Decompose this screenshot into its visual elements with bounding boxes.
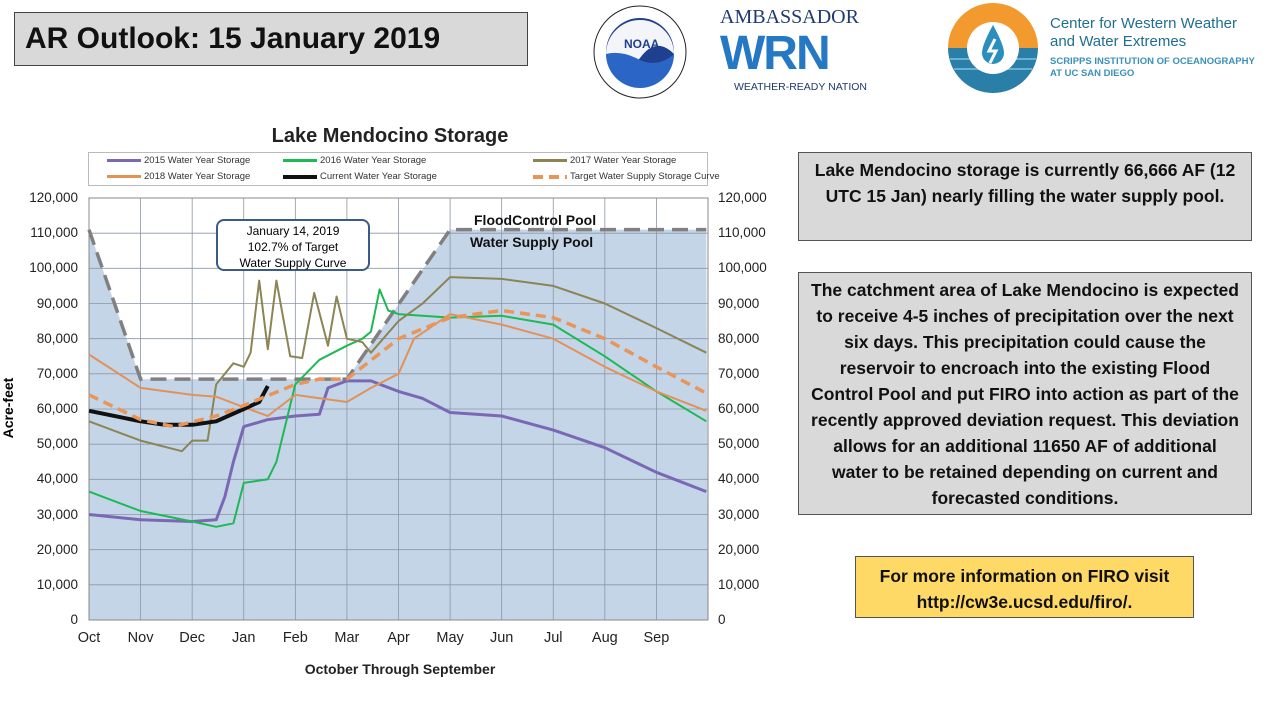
y-tick-label-left: 10,000 bbox=[36, 576, 78, 592]
legend-item: 2018 Water Year Storage bbox=[107, 171, 250, 182]
series-line-target-water-supply-storage-curve bbox=[88, 308, 708, 429]
firo-link[interactable]: http://cw3e.ucsd.edu/firo/. bbox=[916, 592, 1133, 612]
more-info-text: For more information on FIRO visit bbox=[879, 566, 1170, 586]
cw3e-scripps-line1: SCRIPPS INSTITUTION OF OCEANOGRAPHY bbox=[1050, 56, 1255, 67]
x-tick-label: Feb bbox=[282, 630, 308, 646]
x-tick-label: Oct bbox=[77, 630, 101, 646]
x-tick-label: Jun bbox=[489, 630, 514, 646]
noaa-logo: NOAA bbox=[592, 4, 688, 100]
y-tick-label-left: 80,000 bbox=[36, 330, 78, 346]
x-tick-label: Apr bbox=[387, 630, 410, 646]
legend-swatch bbox=[533, 174, 567, 179]
wrn-logo: AMBASSADOR WRN WEATHER-READY NATION bbox=[718, 6, 898, 96]
legend-item: Current Water Year Storage bbox=[283, 171, 437, 182]
water-supply-pool-label: Water Supply Pool bbox=[470, 234, 594, 250]
legend-label: 2018 Water Year Storage bbox=[144, 171, 251, 182]
y-tick-label-right: 80,000 bbox=[718, 330, 760, 346]
plot-frame bbox=[88, 197, 709, 621]
annotation-line2: 102.7% of Target bbox=[247, 240, 339, 254]
y-tick-label-left: 100,000 bbox=[29, 260, 78, 276]
series-line-2017-water-year-storage bbox=[88, 276, 707, 453]
y-tick-label-left: 50,000 bbox=[36, 436, 78, 452]
flood-control-pool-label: FloodControl Pool bbox=[474, 212, 597, 228]
y-tick-label-right: 100,000 bbox=[718, 260, 767, 276]
chart-legend: 2015 Water Year Storage 2016 Water Year S… bbox=[88, 152, 720, 186]
annotation-line1: January 14, 2019 bbox=[246, 224, 340, 238]
legend-item: 2015 Water Year Storage bbox=[107, 155, 250, 166]
slide-title: AR Outlook: 15 January 2019 bbox=[14, 12, 528, 66]
y-tick-label-right: 110,000 bbox=[718, 225, 766, 241]
legend-label: 2016 Water Year Storage bbox=[320, 155, 427, 166]
y-tick-label-right: 50,000 bbox=[718, 436, 760, 452]
x-tick-label: Nov bbox=[127, 630, 154, 646]
y-tick-label-left: 90,000 bbox=[36, 295, 78, 311]
x-tick-label: Jan bbox=[232, 630, 256, 646]
legend-label: Current Water Year Storage bbox=[320, 171, 437, 182]
noaa-logo-text: NOAA bbox=[624, 37, 660, 51]
y-tick-label-right: 0 bbox=[718, 612, 726, 627]
x-tick-label: May bbox=[436, 630, 464, 646]
legend-swatch bbox=[107, 175, 141, 178]
x-tick-label: Aug bbox=[591, 630, 618, 646]
legend-label: Target Water Supply Storage Curve bbox=[570, 171, 720, 182]
legend-swatch bbox=[283, 159, 317, 162]
y-tick-label-right: 10,000 bbox=[718, 576, 760, 592]
legend-item: Target Water Supply Storage Curve bbox=[533, 171, 720, 182]
y-tick-label-left: 70,000 bbox=[36, 365, 78, 381]
cw3e-scripps-line2: AT UC SAN DIEGO bbox=[1050, 68, 1135, 79]
annotation-callout: January 14, 2019 102.7% of Target Water … bbox=[216, 219, 370, 271]
series-line-2015-water-year-storage bbox=[88, 379, 707, 523]
cw3e-water-drop-icon bbox=[948, 3, 1038, 93]
y-tick-label-right: 120,000 bbox=[718, 190, 767, 205]
cw3e-name-line2: and Water Extremes bbox=[1050, 33, 1187, 50]
legend-swatch bbox=[107, 159, 141, 162]
cw3e-logo: Center for Western Weather and Water Ext… bbox=[946, 0, 1280, 96]
y-tick-label-left: 20,000 bbox=[36, 541, 78, 557]
y-tick-label-right: 70,000 bbox=[718, 365, 760, 381]
more-info-box: For more information on FIRO visit http:… bbox=[855, 556, 1194, 618]
y-tick-label-left: 30,000 bbox=[36, 506, 78, 522]
y-tick-label-right: 60,000 bbox=[718, 401, 760, 416]
chart-plot bbox=[87, 197, 709, 621]
legend-swatch bbox=[533, 159, 567, 162]
y-tick-label-left: 0 bbox=[70, 612, 78, 627]
current-storage-note: Lake Mendocino storage is currently 66,6… bbox=[798, 152, 1252, 241]
legend-item: 2016 Water Year Storage bbox=[283, 155, 426, 166]
annotation-line3: Water Supply Curve bbox=[239, 256, 347, 270]
y-tick-label-left: 110,000 bbox=[30, 225, 78, 241]
legend-item: 2017 Water Year Storage bbox=[533, 155, 676, 166]
x-axis-label: October Through September bbox=[304, 661, 496, 677]
series-line-2018-water-year-storage bbox=[88, 313, 707, 417]
legend-label: 2017 Water Year Storage bbox=[570, 155, 677, 166]
x-tick-label: Dec bbox=[179, 630, 206, 646]
y-tick-label-right: 20,000 bbox=[718, 541, 760, 557]
x-tick-label: Sep bbox=[643, 630, 670, 646]
y-tick-label-left: 40,000 bbox=[36, 471, 78, 487]
noaa-emblem-icon bbox=[593, 5, 687, 99]
x-tick-label: Jul bbox=[543, 630, 563, 646]
wrn-tagline: WEATHER-READY NATION bbox=[734, 81, 868, 93]
legend-label: 2015 Water Year Storage bbox=[144, 155, 251, 166]
y-tick-label-right: 30,000 bbox=[718, 506, 760, 522]
wrn-ambassador-text: AMBASSADOR bbox=[720, 6, 859, 28]
wrn-mark: WRN bbox=[720, 27, 831, 80]
y-tick-label-left: 120,000 bbox=[29, 190, 78, 205]
y-tick-label-right: 40,000 bbox=[718, 471, 760, 487]
x-tick-label: Mar bbox=[334, 630, 360, 646]
legend-swatch bbox=[283, 174, 317, 179]
y-tick-label-right: 90,000 bbox=[718, 295, 760, 311]
y-tick-label-left: 60,000 bbox=[36, 401, 78, 416]
forecast-note: The catchment area of Lake Mendocino is … bbox=[798, 272, 1252, 515]
series-line-current-water-year-storage bbox=[88, 385, 270, 427]
cw3e-name-line1: Center for Western Weather bbox=[1050, 15, 1238, 32]
series-line-2016-water-year-storage bbox=[88, 288, 707, 528]
chart-title: Lake Mendocino Storage bbox=[271, 125, 509, 147]
